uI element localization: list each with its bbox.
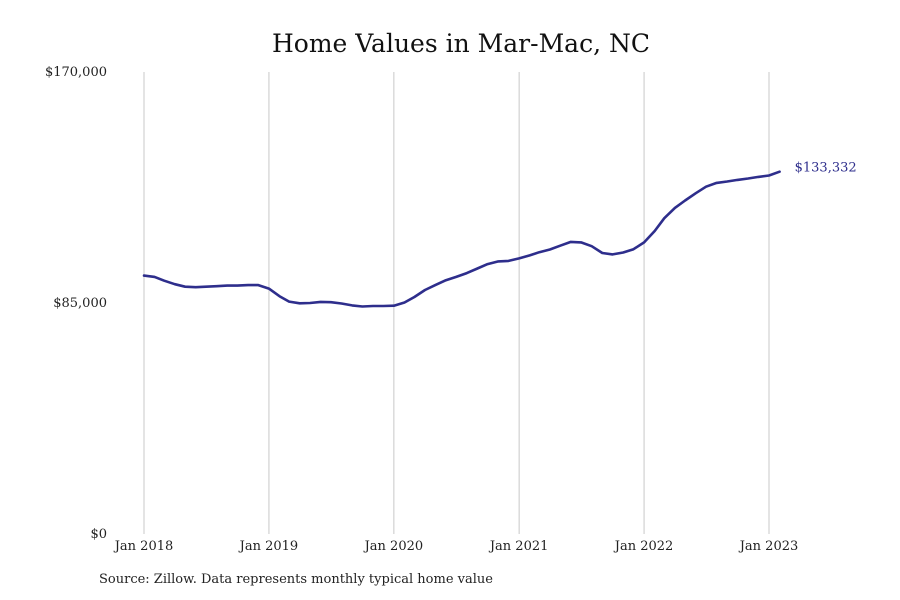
x-tick-label: Jan 2018 (113, 539, 174, 554)
gridlines (143, 72, 770, 534)
x-tick-label: Jan 2023 (738, 539, 799, 554)
x-tick-label: Jan 2019 (238, 539, 299, 554)
x-tick-label: Jan 2022 (613, 539, 674, 554)
chart-title: Home Values in Mar-Mac, NC (272, 29, 650, 58)
home-value-line (142, 170, 781, 308)
y-tick-label: $170,000 (45, 65, 107, 80)
x-axis: Jan 2018 Jan 2019 Jan 2020 Jan 2021 Jan 2022… (113, 539, 799, 554)
y-axis: $0 $85,000 $170,000 (45, 65, 107, 542)
y-tick-label: $0 (90, 527, 107, 542)
y-tick-label: $85,000 (53, 296, 107, 311)
source-note: Source: Zillow. Data represents monthly … (99, 572, 493, 587)
x-tick-label: Jan 2020 (363, 539, 424, 554)
x-tick-label: Jan 2021 (488, 539, 549, 554)
end-value-label: $133,332 (795, 161, 857, 176)
